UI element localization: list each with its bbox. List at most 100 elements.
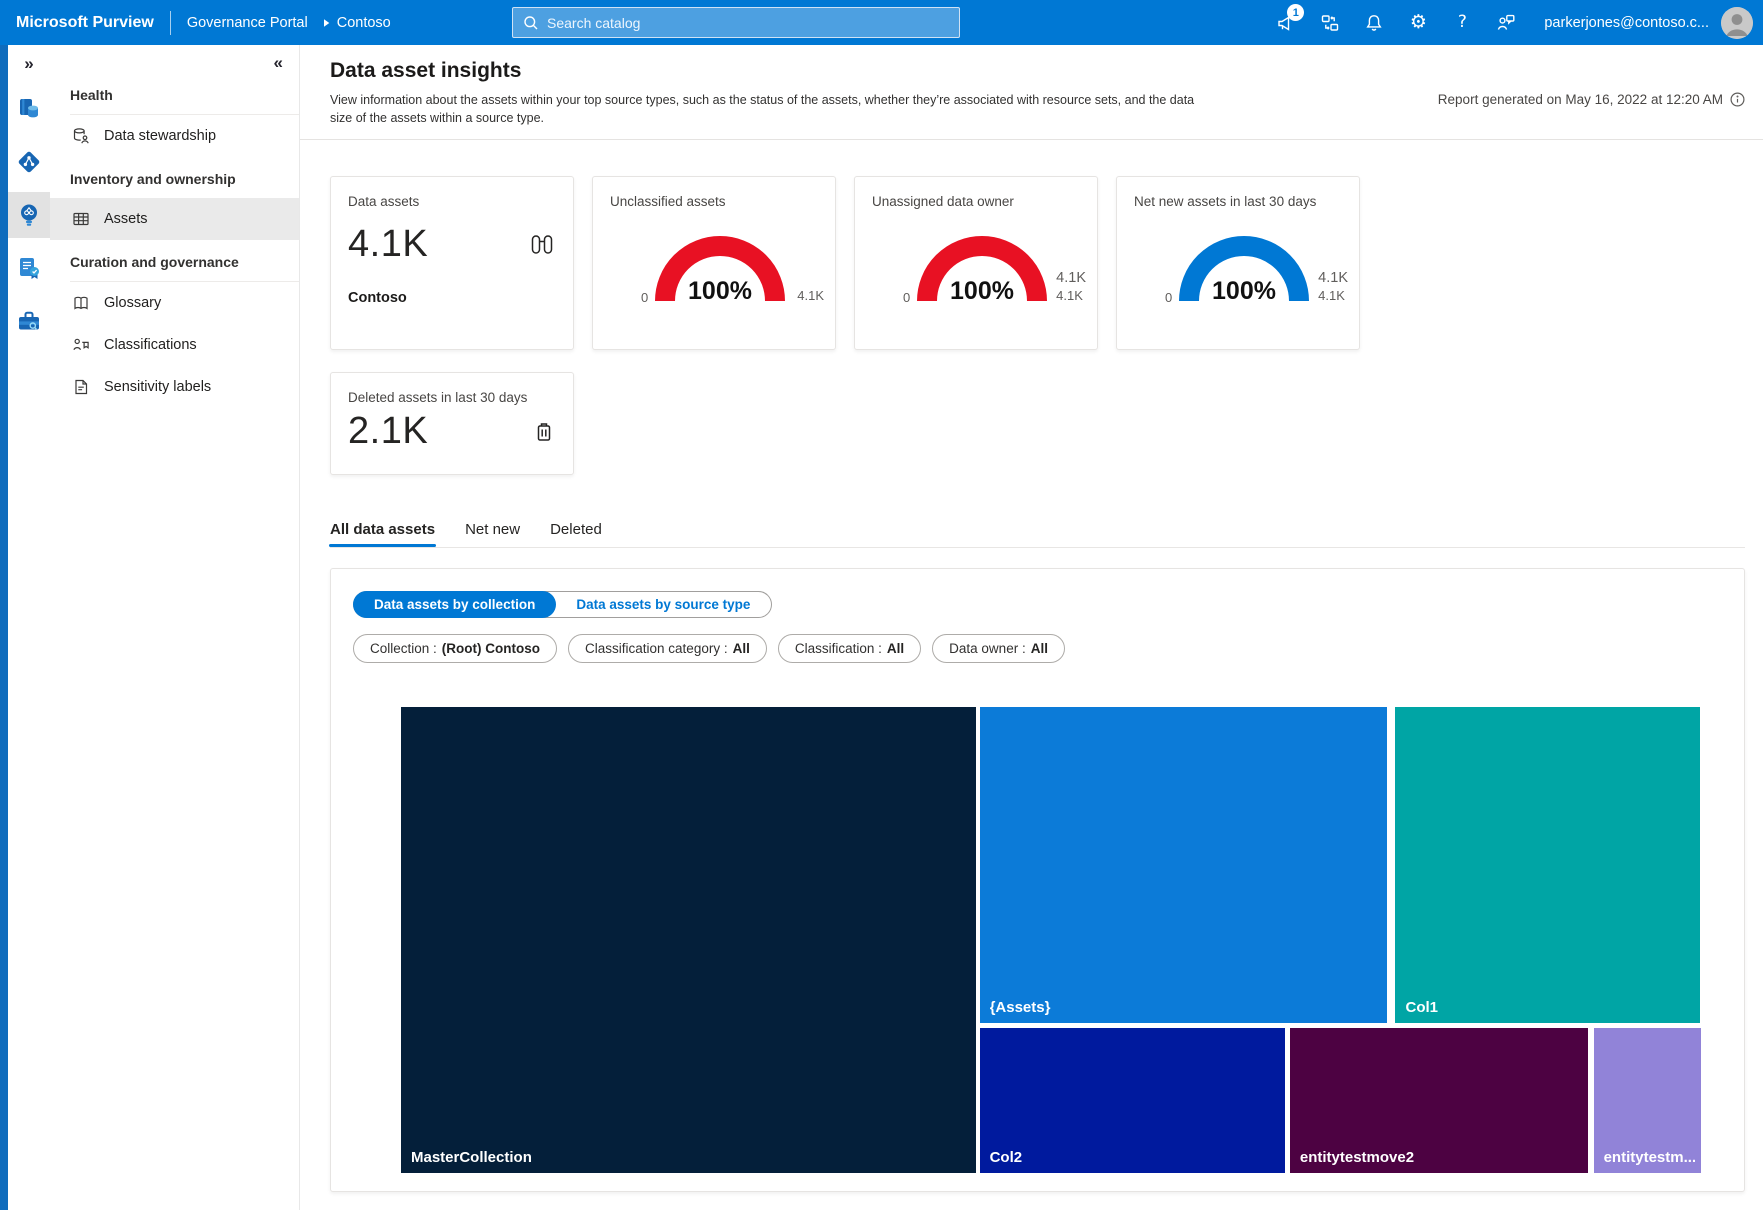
help-icon: ? (1457, 12, 1467, 32)
treemap-tile-entitytestmove2[interactable]: entitytestmove2 (1289, 1028, 1588, 1173)
card-deleted-assets: Deleted assets in last 30 days 2.1K (330, 372, 574, 475)
card-title: Deleted assets in last 30 days (348, 390, 528, 405)
tab-all-data-assets[interactable]: All data assets (328, 521, 437, 547)
page-description: View information about the assets within… (330, 93, 1195, 125)
topbar-actions: 1 ⚙ ? parkerjones@contoso.c... (1264, 0, 1763, 45)
card-title: Unclassified assets (610, 194, 726, 209)
search-box (512, 7, 960, 38)
assets-grid-icon (72, 210, 90, 228)
treemap-tile-assets[interactable]: {Assets} (979, 707, 1387, 1023)
breadcrumb-tenant[interactable]: Contoso (336, 14, 391, 31)
unclassified-gauge: 100% 0 4.1K (641, 235, 824, 305)
card-data-assets: Data assets 4.1K Contoso (330, 176, 574, 350)
toggle-data-assets-by-collection[interactable]: Data assets by collection (353, 591, 557, 618)
sidebar-item-data-stewardship[interactable]: Data stewardship (50, 115, 299, 157)
announcements-button[interactable]: 1 (1264, 0, 1308, 45)
filter-value: All (732, 641, 750, 656)
gauge-value: 4.1K (1056, 270, 1086, 287)
gauge-min: 0 (641, 290, 649, 305)
nav-divider (70, 114, 299, 115)
settings-button[interactable]: ⚙ (1396, 0, 1440, 45)
toggle-data-assets-by-source-type[interactable]: Data assets by source type (576, 597, 751, 612)
top-bar: Microsoft Purview Governance Portal Cont… (0, 0, 1763, 45)
nav-group-header-curation: Curation and governance (70, 254, 239, 270)
rail-item-management[interactable] (8, 298, 50, 344)
card-title: Net new assets in last 30 days (1134, 194, 1317, 209)
nav-group-header-inventory: Inventory and ownership (70, 171, 236, 187)
deleted-assets-value: 2.1K (348, 410, 429, 452)
page-header: Data asset insights View information abo… (300, 45, 1763, 140)
treemap-tile-mastercollection[interactable]: MasterCollection (401, 707, 976, 1173)
card-title: Data assets (348, 194, 420, 209)
card-net-new-assets: Net new assets in last 30 days 100% 0 4.… (1116, 176, 1360, 350)
tabs-divider (330, 547, 1745, 548)
tile-label: Col2 (989, 1148, 1023, 1166)
sidebar-item-label: Assets (104, 211, 148, 227)
report-generated: Report generated on May 16, 2022 at 12:2… (1438, 92, 1745, 107)
sidebar-item-sensitivity-labels[interactable]: Sensitivity labels (50, 366, 299, 408)
sensitivity-label-icon (72, 378, 90, 396)
rail-item-data-map[interactable] (8, 139, 50, 185)
account-name[interactable]: parkerjones@contoso.c... (1544, 14, 1709, 31)
rail-expand-button[interactable]: » (8, 49, 50, 79)
gauge-max: 4.1K (797, 288, 824, 304)
data-stewardship-icon (72, 127, 90, 145)
sidebar-item-label: Glossary (104, 295, 162, 311)
search-input[interactable] (547, 14, 949, 31)
chart-view-toggle: Data assets by collection Data assets by… (353, 591, 773, 618)
filter-data-owner[interactable]: Data owner : All (932, 634, 1065, 663)
treemap-tile-col2[interactable]: Col2 (979, 1028, 1285, 1173)
tab-deleted[interactable]: Deleted (550, 521, 602, 538)
management-toolbox-icon (16, 308, 42, 334)
help-button[interactable]: ? (1440, 0, 1484, 45)
asset-tabs: All data assets Net new Deleted (300, 475, 1763, 547)
tile-label: MasterCollection (411, 1149, 532, 1166)
info-icon[interactable] (1730, 92, 1745, 107)
classifications-tag-icon (72, 336, 90, 354)
tab-net-new[interactable]: Net new (465, 521, 521, 538)
rail-item-data-catalog[interactable] (8, 86, 50, 132)
tile-label: entitytestm... (1603, 1148, 1695, 1166)
filter-collection[interactable]: Collection : (Root) Contoso (353, 634, 558, 663)
nav-group-header-health: Health (70, 87, 113, 103)
gauge-percent: 100% (950, 277, 1014, 305)
filter-classification[interactable]: Classification : All (777, 634, 922, 663)
binoculars-icon (528, 232, 556, 258)
icon-rail: » (8, 45, 50, 1210)
rail-item-insights[interactable] (8, 192, 50, 238)
portal-name[interactable]: Governance Portal (186, 14, 308, 31)
gauge-min: 0 (903, 290, 911, 305)
notifications-button[interactable] (1352, 0, 1396, 45)
report-generated-text: Report generated on May 16, 2022 at 12:2… (1437, 92, 1723, 107)
filter-value: All (886, 641, 905, 656)
filter-chips: Collection : (Root) Contoso Classificati… (353, 634, 1744, 663)
feedback-button[interactable] (1484, 0, 1528, 45)
filter-label: Classification : (794, 641, 882, 656)
avatar[interactable] (1721, 6, 1753, 39)
topbar-divider (169, 10, 171, 35)
gauge-max: 4.1K (1318, 288, 1345, 304)
sidebar-item-label: Classifications (104, 337, 197, 353)
rail-item-data-policy[interactable] (8, 245, 50, 291)
gauge-min: 0 (1165, 290, 1173, 305)
data-assets-value: 4.1K (348, 223, 429, 265)
treemap-tile-entitytestm[interactable]: entitytestm... (1593, 1028, 1701, 1173)
filter-label: Data owner : (949, 641, 1026, 656)
filter-classification-category[interactable]: Classification category : All (568, 634, 767, 663)
breadcrumb-chevron-icon (316, 18, 337, 28)
card-unclassified-assets: Unclassified assets 100% 0 4.1K (592, 176, 836, 350)
gauge-percent: 100% (688, 277, 752, 305)
switch-directory-button[interactable] (1308, 0, 1352, 45)
filter-value: (Root) Contoso (441, 641, 541, 656)
sidebar-item-assets[interactable]: Assets (50, 198, 299, 240)
data-policy-icon (16, 255, 42, 281)
treemap-tile-col1[interactable]: Col1 (1395, 707, 1700, 1023)
sidebar-item-classifications[interactable]: Classifications (50, 324, 299, 366)
chevrons-right-icon: » (24, 54, 34, 73)
tile-label: Col1 (1405, 998, 1438, 1016)
unassigned-owner-gauge: 100% 0 4.1K 4.1K (903, 235, 1086, 305)
sidebar-item-label: Sensitivity labels (104, 379, 212, 395)
sidebar-item-glossary[interactable]: Glossary (50, 282, 299, 324)
filter-label: Classification category : (585, 641, 728, 656)
nav-collapse-button[interactable]: « (50, 45, 299, 73)
